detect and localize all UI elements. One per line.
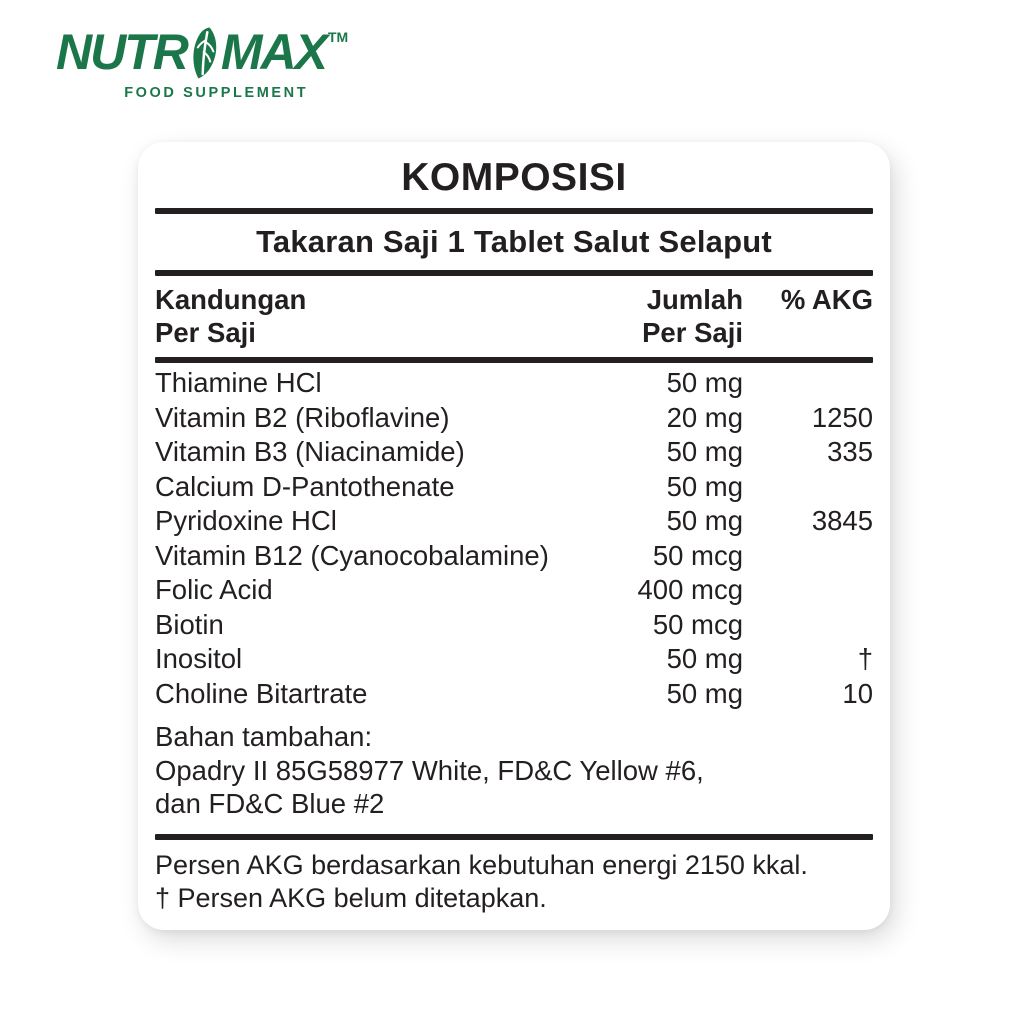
serving-size-title: Takaran Saji 1 Tablet Salut Selaput xyxy=(256,224,772,259)
nutrient-name: Choline Bitartrate xyxy=(155,677,368,709)
header-amount-line1: Jumlah xyxy=(646,284,743,315)
table-row: Vitamin B2 (Riboflavine) 20 mg 1250 xyxy=(155,401,873,436)
nutrient-amount: 50 mg xyxy=(666,470,743,502)
nutrient-akg: † xyxy=(857,643,873,674)
composition-panel: KOMPOSISI Takaran Saji 1 Tablet Salut Se… xyxy=(138,142,890,930)
table-row: Thiamine HCl 50 mg xyxy=(155,366,873,401)
header-amount: Jumlah Per Saji xyxy=(593,283,743,349)
nutrient-akg: 335 xyxy=(827,436,873,467)
nutrient-name: Inositol xyxy=(155,643,243,674)
trademark-symbol: TM xyxy=(327,29,349,45)
table-row: Choline Bitartrate 50 mg 10 xyxy=(155,677,873,712)
header-nutrient: Kandungan Per Saji xyxy=(155,283,589,349)
nutrient-name: Vitamin B2 (Riboflavine) xyxy=(155,401,450,433)
panel-title: KOMPOSISI xyxy=(401,156,627,199)
brand-text-pre: NUTR xyxy=(56,24,189,80)
brand-text-post: MAX xyxy=(220,24,328,80)
header-nutrient-line2: Per Saji xyxy=(155,317,256,348)
nutrient-amount: 50 mg xyxy=(666,677,743,709)
nutrient-akg xyxy=(747,539,873,574)
additives-label: Bahan tambahan: xyxy=(155,721,373,752)
footnote-dagger: † Persen AKG belum ditetapkan. xyxy=(155,883,547,913)
divider xyxy=(155,270,873,276)
nutrient-name: Biotin xyxy=(155,608,224,640)
nutrient-name: Vitamin B3 (Niacinamide) xyxy=(155,436,465,467)
brand-wordmark: NUTR MAX TM xyxy=(56,26,348,82)
divider xyxy=(155,208,873,214)
divider xyxy=(155,833,873,840)
header-nutrient-line1: Kandungan xyxy=(155,284,307,315)
divider xyxy=(155,357,873,363)
additives-section: Bahan tambahan: Opadry II 85G58977 White… xyxy=(155,720,873,821)
table-row: Inositol 50 mg † xyxy=(155,642,873,677)
nutrient-name: Vitamin B12 (Cyanocobalamine) xyxy=(155,539,549,571)
nutrient-name: Folic Acid xyxy=(155,574,273,605)
additives-line1: Opadry II 85G58977 White, FD&C Yellow #6… xyxy=(155,754,704,786)
nutrient-akg: 3845 xyxy=(811,505,873,536)
table-row: Folic Acid 400 mcg xyxy=(155,573,873,608)
brand-tagline: FOOD SUPPLEMENT xyxy=(124,85,309,101)
leaf-icon xyxy=(189,27,219,83)
table-row: Vitamin B12 (Cyanocobalamine) 50 mcg xyxy=(155,539,873,574)
nutrient-amount: 50 mg xyxy=(666,643,743,674)
table-row: Biotin 50 mcg xyxy=(155,608,873,643)
nutrient-amount: 400 mcg xyxy=(637,574,743,605)
nutrient-akg xyxy=(747,608,873,643)
nutrient-amount: 50 mcg xyxy=(652,539,743,571)
nutrient-akg: 10 xyxy=(842,677,873,709)
nutrient-amount: 50 mg xyxy=(666,367,743,398)
table-row: Calcium D-Pantothenate 50 mg xyxy=(155,470,873,505)
brand-logo: NUTR MAX TM FOOD SUPPLEMENT xyxy=(56,26,348,101)
footnotes: Persen AKG berdasarkan kebutuhan energi … xyxy=(155,849,873,916)
nutrient-amount: 50 mcg xyxy=(652,608,743,640)
nutrient-akg xyxy=(747,470,873,505)
table-header: Kandungan Per Saji Jumlah Per Saji % AKG xyxy=(155,276,873,357)
nutrient-name: Thiamine HCl xyxy=(155,367,322,398)
nutrient-akg xyxy=(747,366,873,401)
table-row: Pyridoxine HCl 50 mg 3845 xyxy=(155,504,873,539)
nutrient-amount: 50 mg xyxy=(666,436,743,467)
nutrient-akg: 1250 xyxy=(811,401,873,433)
nutrient-name: Calcium D-Pantothenate xyxy=(155,470,455,502)
nutrient-amount: 50 mg xyxy=(666,505,743,536)
additives-line2: dan FD&C Blue #2 xyxy=(155,788,385,819)
nutrient-akg xyxy=(747,573,873,608)
nutrient-table: Thiamine HCl 50 mg Vitamin B2 (Riboflavi… xyxy=(155,363,873,713)
header-akg: % AKG xyxy=(780,284,873,315)
header-amount-line2: Per Saji xyxy=(642,317,743,348)
table-row: Vitamin B3 (Niacinamide) 50 mg 335 xyxy=(155,435,873,470)
nutrient-name: Pyridoxine HCl xyxy=(155,505,337,536)
nutrient-amount: 20 mg xyxy=(666,401,743,433)
footnote-akg-basis: Persen AKG berdasarkan kebutuhan energi … xyxy=(155,849,808,880)
